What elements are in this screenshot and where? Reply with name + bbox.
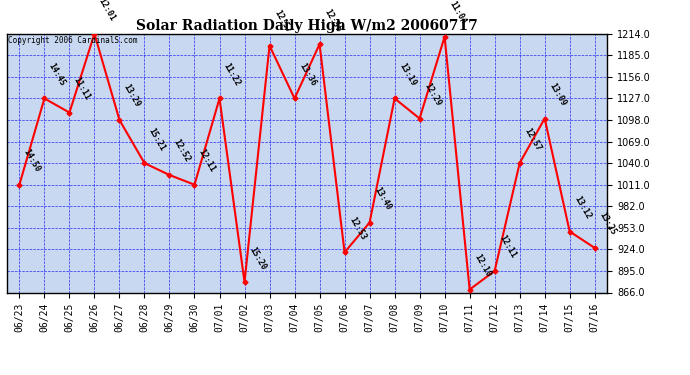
Title: Solar Radiation Daily High W/m2 20060717: Solar Radiation Daily High W/m2 20060717 bbox=[136, 19, 478, 33]
Text: Copyright 2006 CardinalS.com: Copyright 2006 CardinalS.com bbox=[8, 36, 137, 45]
Text: 11:22: 11:22 bbox=[222, 62, 242, 87]
Text: 12:11: 12:11 bbox=[197, 148, 217, 174]
Text: 13:29: 13:29 bbox=[122, 83, 142, 109]
Text: 12:57: 12:57 bbox=[272, 9, 293, 35]
Text: 14:45: 14:45 bbox=[47, 62, 67, 87]
Text: 12:11: 12:11 bbox=[497, 234, 518, 260]
Text: 15:20: 15:20 bbox=[247, 245, 267, 271]
Text: 13:36: 13:36 bbox=[297, 62, 317, 87]
Text: 12:01: 12:01 bbox=[97, 0, 117, 23]
Text: 14:50: 14:50 bbox=[22, 148, 42, 174]
Text: 13:09: 13:09 bbox=[547, 81, 567, 108]
Text: 12:53: 12:53 bbox=[347, 215, 367, 242]
Text: 12:57: 12:57 bbox=[522, 126, 542, 152]
Text: 12:56: 12:56 bbox=[322, 7, 342, 33]
Text: 11:04: 11:04 bbox=[447, 0, 467, 26]
Text: 12:10: 12:10 bbox=[472, 252, 493, 279]
Text: 11:11: 11:11 bbox=[72, 75, 92, 102]
Text: 13:40: 13:40 bbox=[372, 186, 393, 211]
Text: 13:12: 13:12 bbox=[572, 195, 593, 220]
Text: 13:19: 13:19 bbox=[397, 62, 417, 87]
Text: 12:52: 12:52 bbox=[172, 138, 193, 164]
Text: 12:29: 12:29 bbox=[422, 81, 442, 108]
Text: 15:21: 15:21 bbox=[147, 126, 167, 152]
Text: 13:25: 13:25 bbox=[598, 211, 618, 237]
